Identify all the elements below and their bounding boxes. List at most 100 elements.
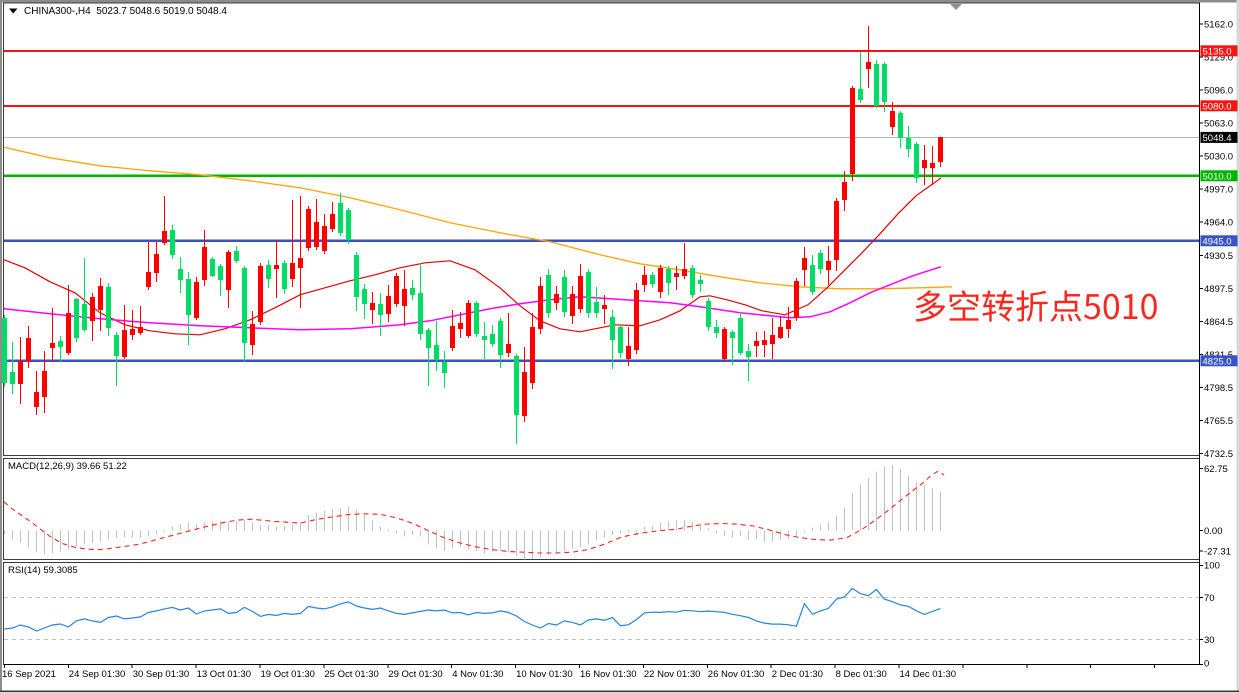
candle-body-bull [697,279,703,284]
candle-body-bear [201,246,207,280]
candle-body-bear [305,208,311,248]
chart-shift-marker-icon[interactable] [950,4,962,10]
time-tick-label: 10 Nov 01:30 [516,669,573,680]
candle-body-bear [297,257,303,268]
ohlc-values: 5023.7 5048.6 5019.0 5048.4 [96,6,227,17]
badge-bg [1200,170,1238,182]
candle-body-bear [193,281,199,318]
price-tick-label: 5096.0 [1204,85,1233,96]
price-tick-label: 4897.5 [1204,284,1233,295]
candle-body-bull [105,286,111,328]
candle-body-bear [289,262,295,279]
candle-body-bear [129,328,135,335]
candle-body-bear [577,275,583,309]
candle-body-bull [489,333,495,344]
candle-body-bull [353,254,359,297]
candle-body-bear [321,225,327,251]
candle-body-bull [185,278,191,315]
price-tick-label: 4964.0 [1204,217,1233,228]
time-tick-label: 24 Sep 01:30 [69,669,126,680]
candle-body-bull [217,265,223,280]
price-badge-5135.0: 5135.0 [1200,45,1238,58]
price-tick-label: 4765.5 [1204,416,1233,427]
candle-body-bear [753,340,759,346]
symbol-ohlc-title: CHINA300-,H4 5023.7 5048.6 5019.0 5048.4 [24,6,227,17]
candle-body-bull [425,329,431,348]
candle-body-bear [401,288,407,306]
candle-body-bull [113,334,119,356]
candle-body-bear [457,322,463,329]
time-tick-label: 16 Nov 01:30 [580,669,637,680]
main-chart-area[interactable] [1,4,1199,444]
candle-body-bear [801,257,807,270]
candle-body-bear [225,251,231,290]
candle-body-bear [721,328,727,359]
candles [1,25,943,444]
time-tick-label: 8 Dec 01:30 [836,669,887,680]
candle-body-bull [729,331,735,338]
candle-body-bull [713,326,719,333]
candle-body-bear [17,360,23,384]
candle-body-bull [337,202,343,233]
candle-body-bear [385,295,391,314]
time-tick-label: 22 Nov 01:30 [644,669,701,680]
candle-body-bear [833,200,839,260]
badge-bg [1200,100,1238,112]
candle-body-bear [393,275,399,304]
rsi-axis-label: 70 [1204,593,1215,604]
time-tick-label: 16 Sep 2021 [2,669,56,680]
candle-body-bear [529,326,535,383]
candle-body-bull [689,267,695,295]
candle-body-bull [345,209,351,240]
candle-body-bear [49,342,55,348]
candle-body-bear [89,296,95,321]
annotation-glyph [915,290,946,322]
candle-body-bear [313,221,319,247]
candle-body-bull [417,292,423,334]
time-tick-label: 30 Sep 01:30 [133,669,190,680]
candle-body-bear [25,337,31,362]
candle-body-bear [937,137,943,163]
badge-bg [1200,131,1238,143]
rsi-line [4,587,941,632]
candle-body-bull [481,335,487,340]
price-tick-label: 5162.0 [1204,19,1233,30]
macd-chart-area[interactable] [3,465,945,560]
candle-body-bull [545,274,551,313]
candle-body-bear [921,159,927,168]
candle-body-bear [777,326,783,338]
macd-axis-label: 62.75 [1204,464,1228,475]
candle-body-bear [465,302,471,336]
candle-body-bull [361,288,367,304]
candle-body-bull [209,258,215,276]
price-badge-4945.0: 4945.0 [1200,235,1238,248]
candle-body-bear [249,323,255,345]
rsi-chart-area[interactable] [4,587,1199,641]
time-tick-label: 14 Dec 01:30 [900,669,957,680]
price-tick-label: 4732.5 [1204,449,1233,460]
candle-body-bull [169,229,175,255]
candle-body-bull [433,344,439,360]
annotation-glyph [982,290,1014,322]
candle-body-bear [929,162,935,168]
window-frame-top [0,0,1239,3]
candle-body-bull [81,303,87,330]
candle-body-bear [121,329,127,357]
symbol-dropdown-icon[interactable] [9,8,18,14]
candle-body-bear [865,61,871,69]
candle-body-bull [441,361,447,373]
time-tick-label: 2 Dec 01:30 [772,669,823,680]
candle-body-bear [145,271,151,287]
candle-body-bear [841,181,847,200]
window-frame-right [1236,0,1239,694]
rsi-axis-label: 0 [1204,659,1209,670]
candle-body-bull [649,274,655,284]
price-tick-label: 4798.5 [1204,383,1233,394]
candle-body-bear [273,264,279,269]
candle-body-bull [513,355,519,415]
time-tick-label: 19 Oct 01:30 [261,669,315,680]
annotation-glyph [1083,294,1101,320]
candle-body-bull [809,264,815,292]
candle-body-bear [849,87,855,174]
